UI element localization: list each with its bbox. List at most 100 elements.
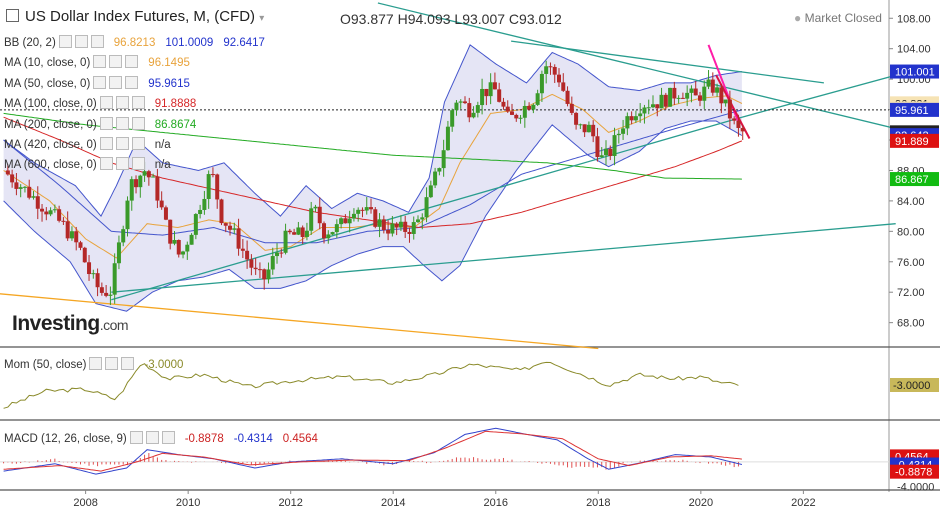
candle-down xyxy=(87,262,92,275)
close-icon[interactable] xyxy=(90,35,104,48)
y-tick-label: 84.00 xyxy=(897,196,925,208)
candle-up xyxy=(347,218,352,224)
indicator-value: 96.8213 xyxy=(113,37,156,49)
candle-up xyxy=(471,112,476,118)
candle-down xyxy=(95,273,100,288)
candle-up xyxy=(621,128,626,134)
eye-icon[interactable] xyxy=(58,35,72,48)
macd-line xyxy=(3,427,743,475)
close-icon[interactable] xyxy=(131,116,145,130)
close-icon[interactable] xyxy=(131,96,145,110)
close-icon[interactable] xyxy=(121,357,135,370)
candle-up xyxy=(411,222,416,234)
eye-icon[interactable] xyxy=(99,137,113,150)
candle-up xyxy=(539,73,544,94)
logo-suffix: .com xyxy=(99,317,129,333)
candle-up xyxy=(189,234,194,245)
candle-down xyxy=(14,182,19,189)
candle-up xyxy=(22,186,27,188)
close-icon[interactable] xyxy=(131,157,145,171)
candle-down xyxy=(176,240,181,255)
candle-up xyxy=(518,117,523,119)
chart-title: US Dollar Index Futures, M, (CFD) ▾ xyxy=(6,8,264,25)
indicator-row[interactable]: MA (600, close, 0) n/a xyxy=(4,157,171,171)
candle-down xyxy=(548,66,553,68)
candle-up xyxy=(454,102,459,111)
ohlc-readout: O93.877 H94.093 L93.007 C93.012 xyxy=(340,11,562,27)
candle-up xyxy=(715,87,720,93)
menu-icon[interactable] xyxy=(6,9,19,22)
candle-down xyxy=(740,127,745,132)
eye-icon[interactable] xyxy=(93,55,107,69)
eye-icon[interactable] xyxy=(99,157,113,171)
gear-icon[interactable] xyxy=(145,431,159,444)
candle-down xyxy=(467,103,472,118)
candle-up xyxy=(599,155,604,157)
candle-down xyxy=(497,89,502,102)
close-icon[interactable] xyxy=(131,137,145,150)
candle-down xyxy=(595,136,600,157)
eye-icon[interactable] xyxy=(99,96,113,110)
candle-up xyxy=(330,232,335,235)
candle-up xyxy=(398,221,403,228)
candle-up xyxy=(283,230,288,253)
candle-up xyxy=(531,104,536,110)
candle-down xyxy=(561,82,566,91)
candle-up xyxy=(121,229,126,243)
indicator-row[interactable]: MA (200, close, 0) 86.8674 xyxy=(4,116,196,131)
candle-up xyxy=(18,187,23,189)
price-tag xyxy=(890,64,939,79)
candle-down xyxy=(373,209,378,227)
gear-icon[interactable] xyxy=(115,157,129,171)
gear-icon[interactable] xyxy=(109,55,123,69)
gear-icon[interactable] xyxy=(115,137,129,150)
indicator-row[interactable]: MA (100, close, 0) 91.8888 xyxy=(4,96,196,110)
candle-up xyxy=(112,263,117,295)
momentum-value: -3.0000 xyxy=(144,359,184,371)
close-icon[interactable] xyxy=(125,75,139,89)
candle-down xyxy=(710,79,715,93)
gear-icon[interactable] xyxy=(115,96,129,110)
candle-up xyxy=(52,209,57,211)
x-tick-label: 2014 xyxy=(381,497,405,509)
eye-icon[interactable] xyxy=(99,116,113,130)
x-tick-label: 2020 xyxy=(689,497,713,509)
eye-icon[interactable] xyxy=(93,75,107,89)
candle-up xyxy=(586,124,591,133)
candle-down xyxy=(240,248,245,251)
gear-icon[interactable] xyxy=(115,116,129,130)
candle-up xyxy=(198,209,203,215)
candle-up xyxy=(116,242,121,264)
candle-down xyxy=(463,101,468,104)
candle-up xyxy=(138,175,143,188)
candle-up xyxy=(428,185,433,198)
eye-icon[interactable] xyxy=(129,431,143,444)
x-tick-label: 2016 xyxy=(484,497,508,509)
candle-down xyxy=(680,97,685,99)
indicator-label: MA (420, close, 0) xyxy=(4,139,97,151)
eye-icon[interactable] xyxy=(89,357,103,370)
y-tick-label: 72.00 xyxy=(897,287,925,299)
gear-icon[interactable] xyxy=(105,357,119,370)
momentum-legend[interactable]: Mom (50, close) -3.0000 xyxy=(4,357,183,371)
indicator-row[interactable]: MA (420, close, 0) n/a xyxy=(4,137,171,151)
close-icon[interactable] xyxy=(161,431,175,444)
gear-icon[interactable] xyxy=(109,75,123,89)
gear-icon[interactable] xyxy=(74,35,88,48)
indicator-row[interactable]: MA (10, close, 0) 96.1495 xyxy=(4,55,190,69)
indicator-row[interactable]: BB (20, 2) 96.8213 101.0009 92.6417 xyxy=(4,35,265,49)
candle-down xyxy=(228,225,233,230)
candle-up xyxy=(702,86,707,101)
macd-value-signal: 0.4564 xyxy=(282,433,318,445)
indicator-row[interactable]: MA (50, close, 0) 95.9615 xyxy=(4,75,190,90)
candle-up xyxy=(450,110,455,127)
macd-legend[interactable]: MACD (12, 26, close, 9) -0.8878 -0.4314 0.4… xyxy=(4,431,318,445)
chevron-down-icon[interactable]: ▾ xyxy=(259,13,265,24)
close-icon[interactable] xyxy=(125,55,139,69)
price-tag-label: 95.961 xyxy=(895,105,929,117)
indicator-value: 95.9615 xyxy=(148,77,190,90)
candle-up xyxy=(625,116,630,129)
candle-down xyxy=(249,259,254,268)
x-tick-label: 2018 xyxy=(586,497,610,509)
